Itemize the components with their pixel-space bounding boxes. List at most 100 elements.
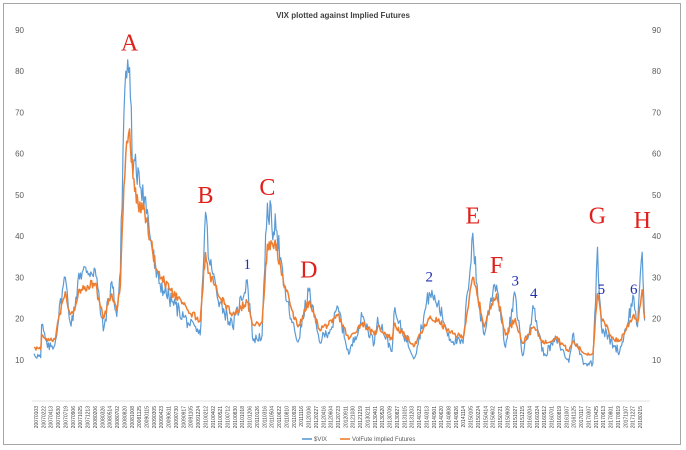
y-tick-label-left: 20	[15, 315, 24, 324]
x-tick-label: 20171107	[623, 406, 629, 428]
x-tick-label: 20170613	[601, 406, 607, 428]
x-tick-label: 20070719	[63, 406, 69, 428]
x-tick-label: 20150909	[505, 406, 511, 428]
annotation-label: E	[465, 204, 480, 230]
x-tick-label: 20071213	[86, 406, 92, 428]
x-tick-label: 20090305	[152, 406, 158, 428]
x-tick-label: 20110622	[277, 406, 283, 428]
series-layer	[33, 59, 646, 367]
x-tick-label: 20171227	[631, 406, 637, 428]
x-tick-label: 20140808	[446, 406, 452, 428]
x-tick-label: 20130211	[365, 406, 371, 428]
x-tick-label: 20170801	[609, 406, 615, 428]
annotation-label: 1	[243, 257, 251, 273]
x-axis-tick-labels: 20070103 20070222 20070413 20070530 20070719…	[34, 406, 644, 428]
annotation-label: A	[121, 31, 139, 57]
y-tick-label-right: 60	[652, 150, 661, 159]
x-tick-label: 20121030	[351, 406, 357, 428]
annotation-label: 4	[530, 286, 538, 302]
x-tick-label: 20160701	[550, 406, 556, 428]
x-tick-label: 20090423	[159, 406, 165, 428]
x-tick-label: 20100402	[211, 406, 217, 428]
y-tick-label-left: 40	[15, 232, 24, 241]
x-tick-label: 20081008	[130, 406, 136, 428]
y-tick-label-left: 90	[15, 26, 24, 35]
x-tick-label: 20090611	[167, 406, 173, 428]
vix-chart: VIX plotted against Implied Futures 10 20…	[15, 11, 661, 443]
x-tick-label: 20080820	[122, 406, 128, 428]
x-tick-label: 20080702	[115, 406, 121, 428]
x-tick-label: 20151027	[513, 406, 519, 428]
series-line-vix	[33, 59, 646, 367]
x-tick-label: 20091224	[196, 406, 202, 428]
x-tick-label: 20140313	[424, 406, 430, 428]
annotation-label: D	[300, 257, 317, 283]
annotation-label: 5	[598, 282, 606, 298]
x-tick-label: 20161007	[564, 406, 570, 428]
annotation-label: C	[259, 175, 275, 201]
y-tick-label-left: 80	[15, 67, 24, 76]
y-tick-label-right: 20	[652, 315, 661, 324]
y-tick-label-left: 10	[15, 356, 24, 365]
x-tick-label: 20100521	[218, 406, 224, 428]
x-tick-label: 20110126	[255, 406, 261, 428]
x-tick-label: 20121219	[358, 406, 364, 428]
x-tick-label: 20110928	[292, 406, 298, 428]
x-tick-label: 20071025	[78, 406, 84, 428]
x-tick-label: 20110316	[262, 406, 268, 428]
x-tick-label: 20080206	[93, 406, 99, 428]
x-tick-label: 20150602	[491, 406, 497, 428]
y-tick-label-right: 90	[652, 26, 661, 35]
x-tick-label: 20070103	[34, 406, 40, 428]
x-tick-label: 20100212	[203, 406, 209, 428]
annotation-label: 6	[630, 282, 638, 298]
legend: $VIX VolFute Implied Futures	[302, 437, 415, 443]
y-tick-label-right: 70	[652, 108, 661, 117]
x-tick-label: 20130827	[395, 406, 401, 428]
annotation-label: 3	[512, 274, 520, 290]
x-tick-label: 20120604	[329, 406, 335, 428]
x-tick-label: 20110810	[284, 406, 290, 428]
x-tick-label: 20151215	[520, 406, 526, 428]
x-tick-label: 20120416	[321, 406, 327, 428]
x-tick-label: 20131015	[402, 406, 408, 428]
y-tick-label-left: 70	[15, 108, 24, 117]
chart-title: VIX plotted against Implied Futures	[276, 11, 410, 20]
x-tick-label: 20140620	[439, 406, 445, 428]
x-tick-label: 20150721	[498, 406, 504, 428]
x-tick-label: 20150224	[476, 406, 482, 428]
x-tick-label: 20180215	[638, 406, 644, 428]
x-tick-label: 20090730	[174, 406, 180, 428]
x-tick-label: 20170117	[579, 406, 585, 428]
x-tick-label: 20140123	[417, 406, 423, 428]
x-tick-label: 20130401	[373, 406, 379, 428]
x-tick-label: 20150105	[469, 406, 475, 428]
x-tick-label: 20101018	[240, 406, 246, 428]
x-tick-label: 20170425	[594, 406, 600, 428]
x-tick-label: 20120106	[307, 406, 313, 428]
x-tick-label: 20160324	[535, 406, 541, 428]
series-line-implied-futures	[33, 128, 646, 356]
x-tick-label: 20091105	[189, 406, 195, 428]
y-tick-label-left: 30	[15, 273, 24, 282]
y-tick-label-left: 60	[15, 150, 24, 159]
x-tick-label: 20120227	[314, 406, 320, 428]
x-tick-label: 20120911	[343, 406, 349, 428]
x-tick-label: 20110504	[270, 406, 276, 428]
x-tick-label: 20161125	[572, 406, 578, 428]
x-tick-label: 20140926	[454, 406, 460, 428]
y-tick-label-right: 80	[652, 67, 661, 76]
annotation-label: F	[490, 253, 503, 279]
x-tick-label: 20070906	[71, 406, 77, 428]
x-tick-label: 20120723	[336, 406, 342, 428]
y-tick-label-right: 30	[652, 273, 661, 282]
annotation-label: H	[634, 208, 651, 234]
x-tick-label: 20101206	[248, 406, 254, 428]
x-tick-label: 20170307	[586, 406, 592, 428]
x-tick-label: 20111116	[299, 406, 305, 427]
x-tick-label: 20160512	[542, 406, 548, 428]
annotation-label: 2	[426, 269, 434, 285]
y-tick-label-right: 10	[652, 356, 661, 365]
chart-frame: VIX plotted against Implied Futures 10 20…	[3, 3, 681, 445]
